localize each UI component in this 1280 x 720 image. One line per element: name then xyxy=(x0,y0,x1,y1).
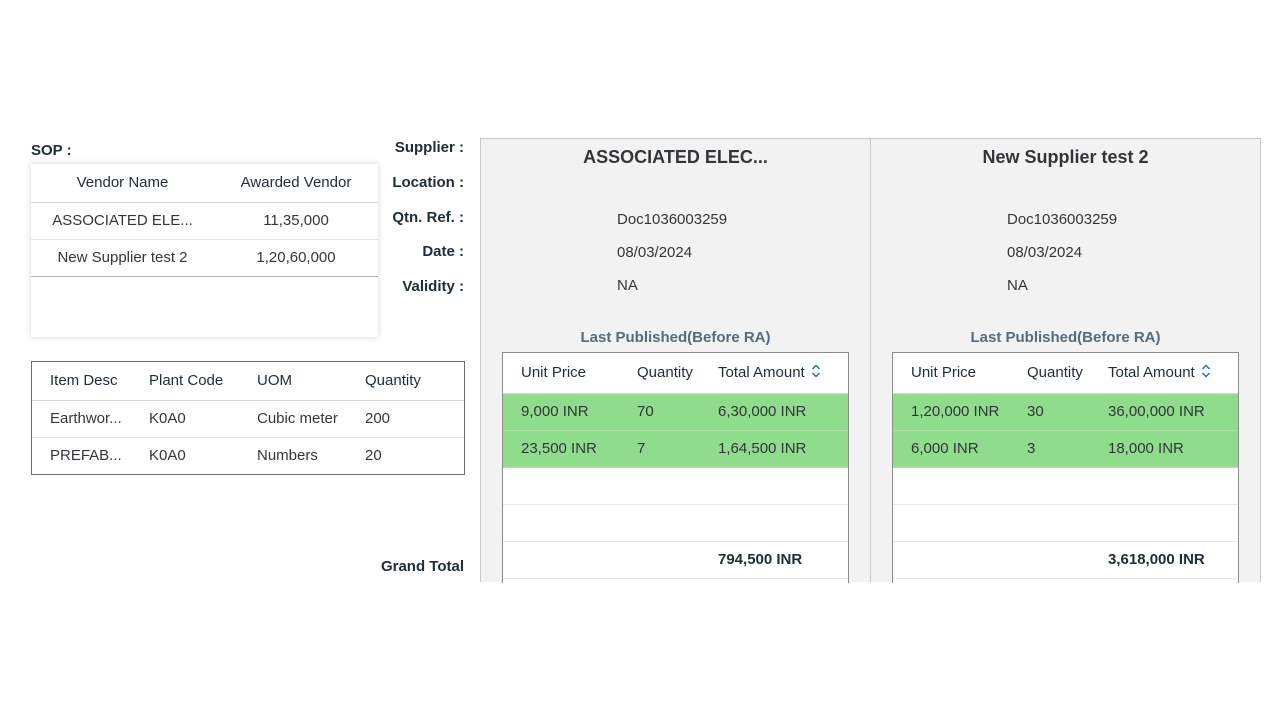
qtn-ref-value: Doc1036003259 xyxy=(1007,211,1118,228)
quote-table: Unit Price Quantity Total Amount 9,000 I… xyxy=(502,352,849,583)
grand-total-label: Grand Total xyxy=(380,558,464,575)
table-header-row: Unit Price Quantity Total Amount xyxy=(893,353,1238,394)
validity-value: NA xyxy=(617,277,638,294)
quantity-cell: 200 xyxy=(347,400,464,438)
qtn-ref-value: Doc1036003259 xyxy=(617,211,728,228)
uom-cell: Numbers xyxy=(257,447,318,465)
item-table: Item Desc Plant Code UOM Quantity Earthw… xyxy=(31,361,465,475)
uom-cell: Cubic meter xyxy=(239,400,347,438)
quantity-cell: 3 xyxy=(1009,430,1090,468)
unit-price-cell: 1,20,000 INR xyxy=(893,393,1009,431)
sop-label: SOP : xyxy=(31,142,72,159)
empty-row xyxy=(503,467,848,505)
column-header-uom[interactable]: UOM xyxy=(239,362,347,401)
total-amount-cell: 36,00,000 INR xyxy=(1090,393,1238,431)
date-value: 08/03/2024 xyxy=(1007,244,1083,261)
awarded-value-cell: 1,20,60,000 xyxy=(214,239,378,277)
grand-total-row: 794,500 INR xyxy=(503,541,848,579)
date-label: Date : xyxy=(422,243,464,260)
quote-subtitle: Last Published(Before RA) xyxy=(970,329,1161,346)
table-row[interactable]: 6,000 INR 3 18,000 INR xyxy=(893,430,1238,468)
supplier-panel-1: ASSOCIATED ELEC... Doc1036003259 08/03/2… xyxy=(480,138,871,583)
column-header-quantity[interactable]: Quantity xyxy=(347,362,464,401)
table-row[interactable]: ASSOCIATED ELE... 11,35,000 xyxy=(31,202,378,240)
table-row[interactable]: PREFAB... K0A0 Numbers 20 xyxy=(32,437,464,474)
empty-row xyxy=(503,504,848,542)
quantity-cell: 7 xyxy=(619,430,700,468)
awarded-value-cell: 11,35,000 xyxy=(214,202,378,240)
column-header-quantity[interactable]: Quantity xyxy=(1009,353,1090,394)
empty-row xyxy=(893,504,1238,542)
vendor-name-cell: New Supplier test 2 xyxy=(31,239,214,277)
table-row[interactable]: Earthwor... K0A0 Cubic meter 200 xyxy=(32,400,464,438)
table-row[interactable]: 23,500 INR 7 1,64,500 INR xyxy=(503,430,848,468)
total-amount-label: Total Amount xyxy=(718,363,805,381)
total-amount-cell: 18,000 INR xyxy=(1090,430,1238,468)
column-header-total-amount[interactable]: Total Amount xyxy=(700,353,848,394)
column-header-awarded-vendor[interactable]: Awarded Vendor xyxy=(214,164,378,203)
column-header-quantity[interactable]: Quantity xyxy=(619,353,700,394)
empty-row xyxy=(893,467,1238,505)
date-value: 08/03/2024 xyxy=(617,244,693,261)
unit-price-cell: 23,500 INR xyxy=(503,430,619,468)
column-header-item-desc[interactable]: Item Desc xyxy=(32,362,131,401)
validity-label: Validity : xyxy=(402,278,464,295)
unit-price-cell: 6,000 INR xyxy=(893,430,1009,468)
column-header-plant-code[interactable]: Plant Code xyxy=(131,362,239,401)
quantity-cell: 20 xyxy=(365,447,382,465)
supplier-panel-2: New Supplier test 2 Doc1036003259 08/03/… xyxy=(870,138,1261,583)
item-desc-cell: PREFAB... xyxy=(50,447,122,465)
supplier-name: New Supplier test 2 xyxy=(982,147,1149,167)
vendor-award-table: Vendor Name Awarded Vendor ASSOCIATED EL… xyxy=(31,164,378,337)
column-header-unit-price[interactable]: Unit Price xyxy=(893,353,1009,394)
quote-subtitle: Last Published(Before RA) xyxy=(580,329,771,346)
column-header-vendor-name[interactable]: Vendor Name xyxy=(31,164,214,203)
total-amount-label: Total Amount xyxy=(1108,363,1195,381)
total-amount-cell: 6,30,000 INR xyxy=(700,393,848,431)
table-header-row: Vendor Name Awarded Vendor xyxy=(31,164,378,203)
item-desc-cell: Earthwor... xyxy=(32,400,131,438)
table-row[interactable]: 1,20,000 INR 30 36,00,000 INR xyxy=(893,393,1238,431)
plant-code-cell: K0A0 xyxy=(131,400,239,438)
quote-table: Unit Price Quantity Total Amount 1,20,00… xyxy=(892,352,1239,583)
grand-total-row: 3,618,000 INR xyxy=(893,541,1238,579)
column-header-total-amount[interactable]: Total Amount xyxy=(1090,353,1238,394)
sort-icon[interactable] xyxy=(1201,364,1211,382)
location-label: Location : xyxy=(392,174,464,191)
total-amount-cell: 1,64,500 INR xyxy=(700,430,848,468)
supplier-label: Supplier : xyxy=(394,139,464,156)
unit-price-cell: 9,000 INR xyxy=(503,393,619,431)
table-header-row: Unit Price Quantity Total Amount xyxy=(503,353,848,394)
table-row[interactable]: New Supplier test 2 1,20,60,000 xyxy=(31,239,378,277)
column-header-unit-price[interactable]: Unit Price xyxy=(503,353,619,394)
qtn-ref-label: Qtn. Ref. : xyxy=(392,209,464,226)
supplier-name: ASSOCIATED ELEC... xyxy=(583,147,768,167)
grand-total-value: 3,618,000 INR xyxy=(1090,541,1238,579)
quantity-cell: 70 xyxy=(619,393,700,431)
validity-value: NA xyxy=(1007,277,1028,294)
grand-total-value: 794,500 INR xyxy=(700,541,848,579)
vendor-name-cell: ASSOCIATED ELE... xyxy=(31,202,214,240)
table-header-row: Item Desc Plant Code UOM Quantity xyxy=(32,362,464,401)
quantity-cell: 30 xyxy=(1009,393,1090,431)
plant-code-cell: K0A0 xyxy=(149,447,186,465)
table-row[interactable]: 9,000 INR 70 6,30,000 INR xyxy=(503,393,848,431)
sort-icon[interactable] xyxy=(811,364,821,382)
